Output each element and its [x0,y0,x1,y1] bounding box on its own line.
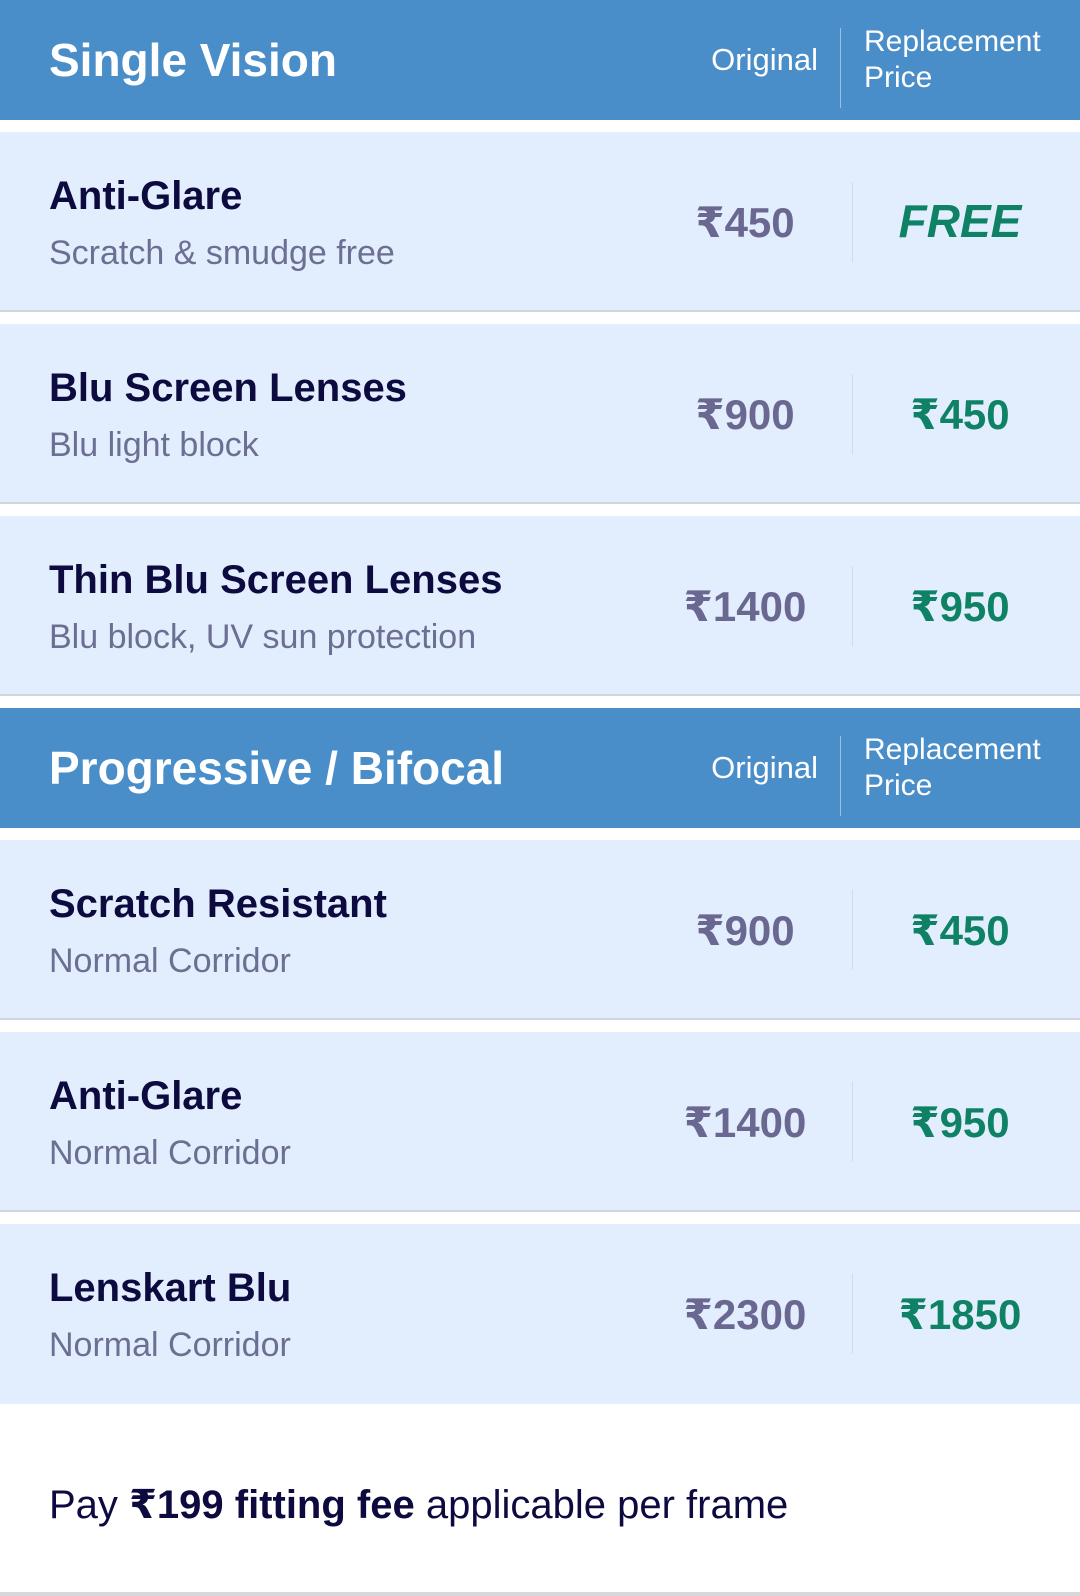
lens-name: Blu Screen Lenses [49,366,407,410]
original-price: ₹900 [695,391,795,438]
lens-row[interactable]: Anti-Glare Normal Corridor ₹1400 ₹950 [0,1032,1080,1212]
column-divider [852,890,853,970]
column-divider [852,374,853,454]
lens-description: Blu light block [49,426,259,464]
column-header-original: Original [711,750,818,785]
section-title: Single Vision [49,34,337,86]
fitting-fee-note: Pay ₹199 fitting fee applicable per fram… [49,1482,788,1528]
column-divider [840,736,841,816]
replacement-price: ₹1850 [898,1291,1022,1338]
section-header-progressive: Progressive / Bifocal Original Replaceme… [0,708,1080,828]
lens-name: Scratch Resistant [49,882,387,926]
column-divider [852,182,853,262]
column-header-replacement: Replacement Price [864,25,1041,94]
lens-row[interactable]: Blu Screen Lenses Blu light block ₹900 ₹… [0,324,1080,504]
fee-amount: ₹199 fitting fee [129,1483,415,1527]
lens-description: Normal Corridor [49,1326,291,1364]
original-price: ₹1400 [683,1099,807,1146]
original-price: ₹2300 [683,1291,807,1338]
divider [0,1592,1080,1596]
lens-description: Normal Corridor [49,942,291,980]
lens-row[interactable]: Anti-Glare Scratch & smudge free ₹450 FR… [0,132,1080,312]
fee-prefix: Pay [49,1483,118,1527]
column-header-original: Original [711,42,818,77]
lens-name: Anti-Glare [49,174,243,218]
lens-name: Anti-Glare [49,1074,243,1118]
original-price: ₹450 [695,199,795,246]
column-divider [852,566,853,646]
replacement-price: ₹950 [910,1099,1010,1146]
original-price: ₹1400 [683,583,807,630]
replacement-price: ₹950 [910,583,1010,630]
original-price: ₹900 [695,907,795,954]
lens-row[interactable]: Scratch Resistant Normal Corridor ₹900 ₹… [0,840,1080,1020]
lens-name: Lenskart Blu [49,1266,292,1310]
replacement-price: ₹450 [910,907,1010,954]
column-header-replacement: Replacement Price [864,733,1041,802]
lens-row[interactable]: Lenskart Blu Normal Corridor ₹2300 ₹1850 [0,1224,1080,1404]
replacement-price: ₹450 [910,391,1010,438]
column-divider [852,1082,853,1162]
replacement-price: FREE [898,195,1022,247]
fee-suffix: applicable per frame [425,1483,789,1527]
column-divider [840,28,841,108]
lens-description: Scratch & smudge free [49,234,395,272]
lens-row[interactable]: Thin Blu Screen Lenses Blu block, UV sun… [0,516,1080,696]
lens-description: Blu block, UV sun protection [49,618,477,656]
column-divider [852,1274,853,1354]
section-title: Progressive / Bifocal [49,742,505,794]
lens-name: Thin Blu Screen Lenses [49,558,503,602]
lens-description: Normal Corridor [49,1134,291,1172]
section-header-single-vision: Single Vision Original Replacement Price [0,0,1080,120]
